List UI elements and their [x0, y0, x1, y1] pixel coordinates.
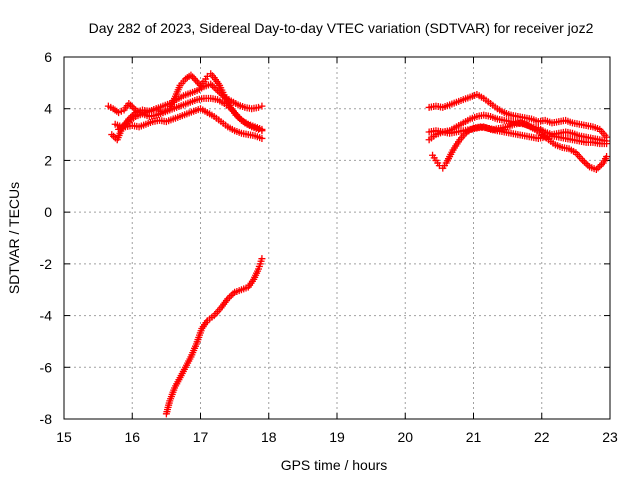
x-tick-label: 20 [397, 429, 413, 445]
data-points [104, 70, 611, 418]
series-track-6 [425, 90, 611, 141]
data-point [603, 153, 611, 161]
data-point [255, 103, 263, 111]
y-tick-label: -8 [40, 411, 53, 427]
x-tick-label: 23 [602, 429, 618, 445]
y-tick-label: 2 [44, 152, 52, 168]
data-point [128, 103, 136, 111]
series-track-9 [425, 123, 611, 148]
data-point [193, 78, 201, 86]
x-tick-labels: 15 16 17 18 19 20 21 22 23 [56, 429, 618, 445]
x-tick-label: 21 [466, 429, 482, 445]
data-point [580, 158, 588, 166]
data-point [258, 255, 266, 263]
y-axis-label: SDTVAR / TECUs [6, 182, 22, 294]
x-tick-label: 17 [193, 429, 209, 445]
data-point [189, 73, 197, 81]
x-tick-label: 22 [534, 429, 550, 445]
y-tick-label: -6 [40, 359, 53, 375]
data-point [594, 164, 602, 172]
y-tick-label: -2 [40, 256, 53, 272]
y-tick-label: -4 [40, 308, 53, 324]
y-tick-label: 0 [44, 204, 52, 220]
chart-title: Day 282 of 2023, Sidereal Day-to-day VTE… [89, 20, 594, 36]
y-tick-labels: -8 -6 -4 -2 0 2 4 6 [40, 49, 53, 427]
x-tick-label: 18 [261, 429, 277, 445]
data-point [258, 127, 266, 135]
series-track-4 [115, 105, 266, 142]
x-tick-label: 19 [329, 429, 345, 445]
data-point [258, 102, 266, 110]
data-point [603, 140, 611, 148]
x-axis-label: GPS time / hours [281, 457, 388, 473]
data-point [192, 76, 200, 84]
y-tick-label: 6 [44, 49, 52, 65]
x-tick-label: 16 [124, 429, 140, 445]
data-point [227, 292, 235, 300]
x-tick-label: 15 [56, 429, 72, 445]
data-point [255, 125, 263, 133]
data-point [582, 160, 590, 168]
y-tick-label: 4 [44, 101, 52, 117]
data-point [258, 134, 266, 142]
series-track-5 [162, 255, 266, 418]
plot-frame [63, 56, 611, 420]
